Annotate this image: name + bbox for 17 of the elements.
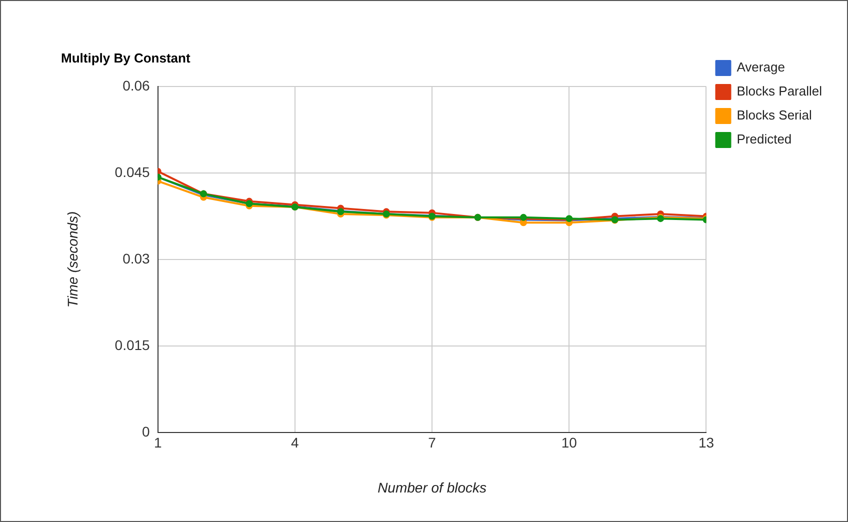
y-tick-label: 0 (142, 423, 150, 440)
y-tick-label: 0.015 (114, 336, 150, 353)
legend-label: Blocks Parallel (736, 84, 822, 99)
legend-label: Blocks Serial (736, 108, 812, 123)
legend-label: Predicted (736, 132, 792, 147)
y-tick-label: 0.045 (114, 164, 150, 180)
x-tick-label: 10 (561, 434, 578, 451)
x-tick-label: 7 (428, 434, 436, 451)
x-tick-label: 1 (154, 434, 162, 451)
y-tick-label: 0.06 (122, 77, 150, 94)
x-tick-label: 13 (698, 434, 714, 451)
y-axis-title: Time (seconds) (64, 211, 80, 308)
x-axis-title: Number of blocks (378, 479, 487, 496)
x-tick-label: 4 (291, 434, 300, 451)
legend-label: Average (736, 60, 785, 75)
y-tick-label: 0.03 (122, 250, 150, 266)
chart-title: Multiply By Constant (61, 50, 191, 66)
